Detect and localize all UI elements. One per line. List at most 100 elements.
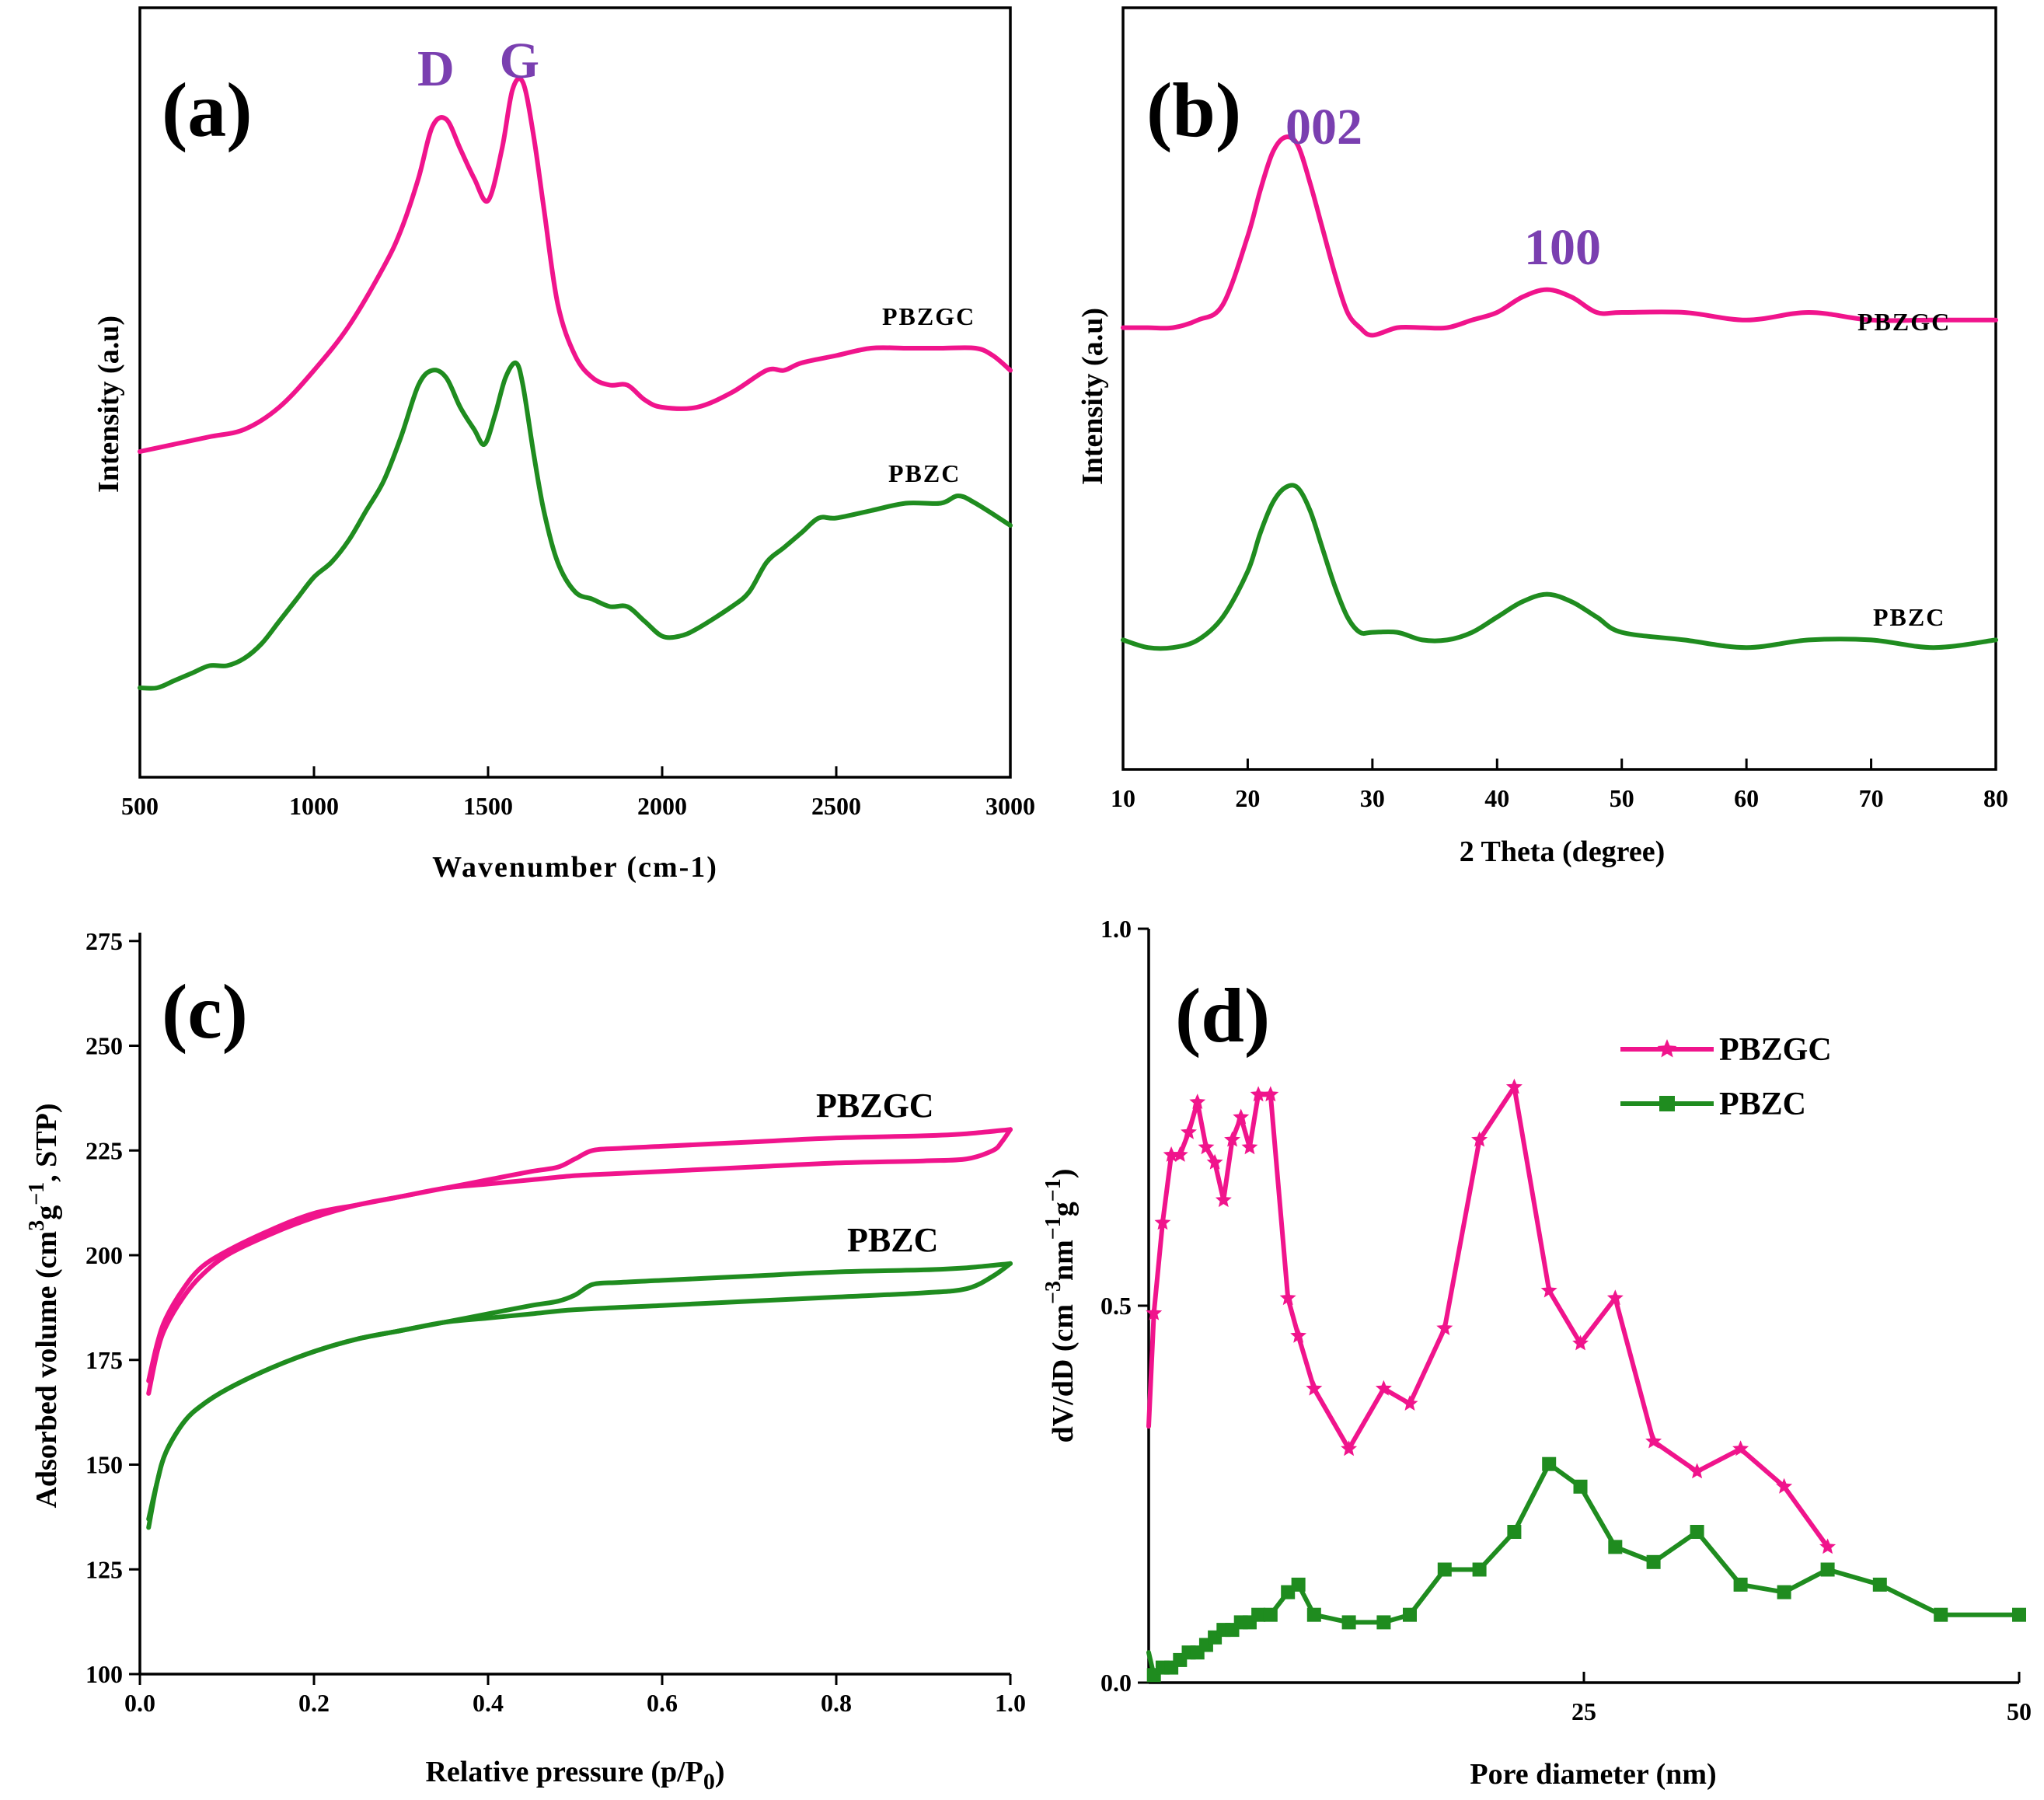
panel-c-y-tick-label: 275 [85,927,123,955]
panel-b-x-axis-label: 2 Theta (degree) [1460,835,1666,868]
panel-d-marker-pbzgc [1505,1078,1523,1094]
panel-a-series-pbzc [138,360,1013,691]
panel-d: 25 50 0.0 0.5 1.0 (d) PBZGC PBZC Pore diamet… [1041,915,2032,1791]
panel-d-marker-pbzgc [1341,1440,1358,1456]
panel-c-curve-label-pbzgc: PBZGC [816,1087,934,1125]
panel-c-y-tick-label: 125 [85,1555,123,1583]
panel-c-y-tick-label: 150 [85,1451,123,1479]
panel-c-y-tick-label: 175 [85,1346,123,1374]
panel-b-curve-label-pbzc: PBZC [1873,603,1945,631]
panel-b-series-pbzgc [1121,134,1998,338]
legend-pbzc-label: PBZC [1719,1087,1806,1122]
panel-a-peak-g-label: G [500,33,539,89]
panel-c-y-axis-label: Adsorbed volume (cm3g−1, STP) [25,1103,63,1508]
panel-d-marker-pbzgc [1436,1320,1453,1335]
panel-d-marker-pbzc [1542,1456,1557,1471]
panel-d-marker-pbzgc [1233,1108,1250,1125]
panel-a-x-tick-label: 2000 [637,792,687,820]
panel-d-y-axis-label: dV/dD (cm−3nm−1g−1) [1041,1169,1080,1443]
panel-b-peak-002-label: 002 [1285,99,1362,155]
panel-d-marker-pbzc [1263,1607,1278,1622]
panel-d-marker-pbzc [1472,1562,1487,1577]
panel-b-curve-label-pbzgc: PBZGC [1857,308,1951,336]
panel-d-marker-pbzgc [1645,1432,1662,1449]
panel-d-marker-pbzgc [1689,1463,1706,1479]
panel-d-marker-pbzc [1690,1525,1704,1539]
panel-b-series-pbzc [1121,483,1998,651]
panel-d-marker-pbzgc [1776,1477,1793,1494]
panel-d-marker-pbzgc [1279,1289,1296,1306]
panel-a-series [138,76,1013,691]
panel-d-y-tick-label: 0.0 [1100,1669,1132,1697]
panel-d-marker-pbzc [1820,1562,1835,1577]
panel-d-marker-pbzc [1507,1525,1522,1539]
panel-c-x-tick-label: 0.0 [124,1689,155,1717]
panel-d-marker-pbzgc [1224,1131,1240,1147]
panel-c-y-tick-label: 250 [85,1032,123,1060]
panel-d-marker-pbzgc [1606,1289,1624,1306]
panel-d-marker-pbzc [1777,1585,1791,1599]
panel-c-x-tick-label: 0.8 [821,1689,852,1717]
panel-a: 500 1000 1500 2000 2500 3000 (a) D G PBZGC PB… [92,6,1035,884]
panel-b-x-tick-label: 10 [1111,784,1135,812]
panel-b-x-tick-label: 50 [1610,784,1634,812]
panel-b-x-tick-label: 20 [1235,784,1260,812]
panel-b-x-tick-label: 70 [1859,784,1884,812]
panel-b-x-ticks: 10 20 30 40 50 60 70 80 [1111,759,2008,812]
panel-a-x-tick-label: 500 [121,792,159,820]
panel-c-x-tick-label: 1.0 [995,1689,1026,1717]
panel-d-marker-pbzgc [1198,1139,1215,1155]
panel-a-peak-d-label: D [417,40,455,97]
panel-d-marker-pbzc [1403,1607,1417,1622]
panel-c-y-tick-label: 200 [85,1241,123,1269]
panel-d-marker-pbzc [1608,1540,1623,1554]
panel-d-marker-pbzgc [1819,1538,1836,1554]
panel-d-marker-pbzgc [1146,1304,1163,1320]
panel-d-marker-pbzgc [1250,1086,1267,1102]
panel-d-marker-pbzc [1341,1615,1356,1630]
panel-d-marker-pbzc [1291,1577,1306,1592]
panel-c-curve-label-pbzc: PBZC [847,1221,938,1259]
panel-d-series-pbzgc [1146,1084,1830,1550]
panel-d-ticks: 25 50 0.0 0.5 1.0 [1100,915,2032,1725]
panel-b-x-tick-label: 80 [1983,784,2008,812]
panel-d-marker-pbzc [1437,1562,1452,1577]
panel-d-marker-pbzgc [1732,1440,1749,1456]
panel-a-label: (a) [162,67,253,153]
panel-d-marker-pbzc [1872,1577,1887,1592]
panel-a-x-tick-label: 1500 [463,792,513,820]
panel-d-marker-pbzgc [1189,1094,1206,1109]
panel-c-x-tick-label: 0.4 [473,1689,504,1717]
panel-d-legend: PBZGC PBZC [1620,1032,1832,1122]
panel-d-marker-pbzc [2012,1607,2026,1622]
panel-b-x-tick-label: 30 [1360,784,1385,812]
panel-b-series [1121,134,1998,651]
panel-d-series [1146,1078,2026,1683]
panel-c-series [146,1127,1013,1530]
panel-c-y-tick-label: 225 [85,1136,123,1164]
panel-c-y-tick-label: 100 [85,1660,123,1688]
panel-a-x-ticks: 500 1000 1500 2000 2500 3000 [121,766,1035,820]
panel-d-marker-pbzgc [1401,1395,1418,1411]
panel-d-series-pbzc [1146,1461,2021,1678]
panel-a-x-tick-label: 2500 [811,792,861,820]
panel-b-y-axis-label: Intensity (a.u) [1076,308,1109,485]
panel-c-x-axis-label: Relative pressure (p/P0) [425,1756,724,1795]
panel-d-marker-pbzgc [1306,1380,1323,1396]
panel-a-series-pbzgc [138,76,1013,454]
panel-a-x-tick-label: 3000 [985,792,1035,820]
panel-d-label: (d) [1175,972,1270,1059]
legend-pbzgc-label: PBZGC [1719,1032,1832,1068]
panel-d-x-tick-label: 25 [1571,1697,1596,1725]
panel-d-marker-pbzgc [1375,1380,1392,1396]
legend-pbzc-marker [1659,1096,1675,1111]
panel-a-x-tick-label: 1000 [289,792,339,820]
panel-b-peak-100-label: 100 [1524,219,1601,276]
panel-a-y-axis-label: Intensity (a.u) [92,316,125,493]
panel-a-curve-label-pbzgc: PBZGC [882,302,975,330]
panel-c-series-pbzgc-adsorption [146,1127,1013,1396]
panel-a-curve-label-pbzc: PBZC [888,459,961,487]
panel-d-marker-pbzgc [1290,1327,1307,1343]
panel-c-label: (c) [162,968,248,1055]
